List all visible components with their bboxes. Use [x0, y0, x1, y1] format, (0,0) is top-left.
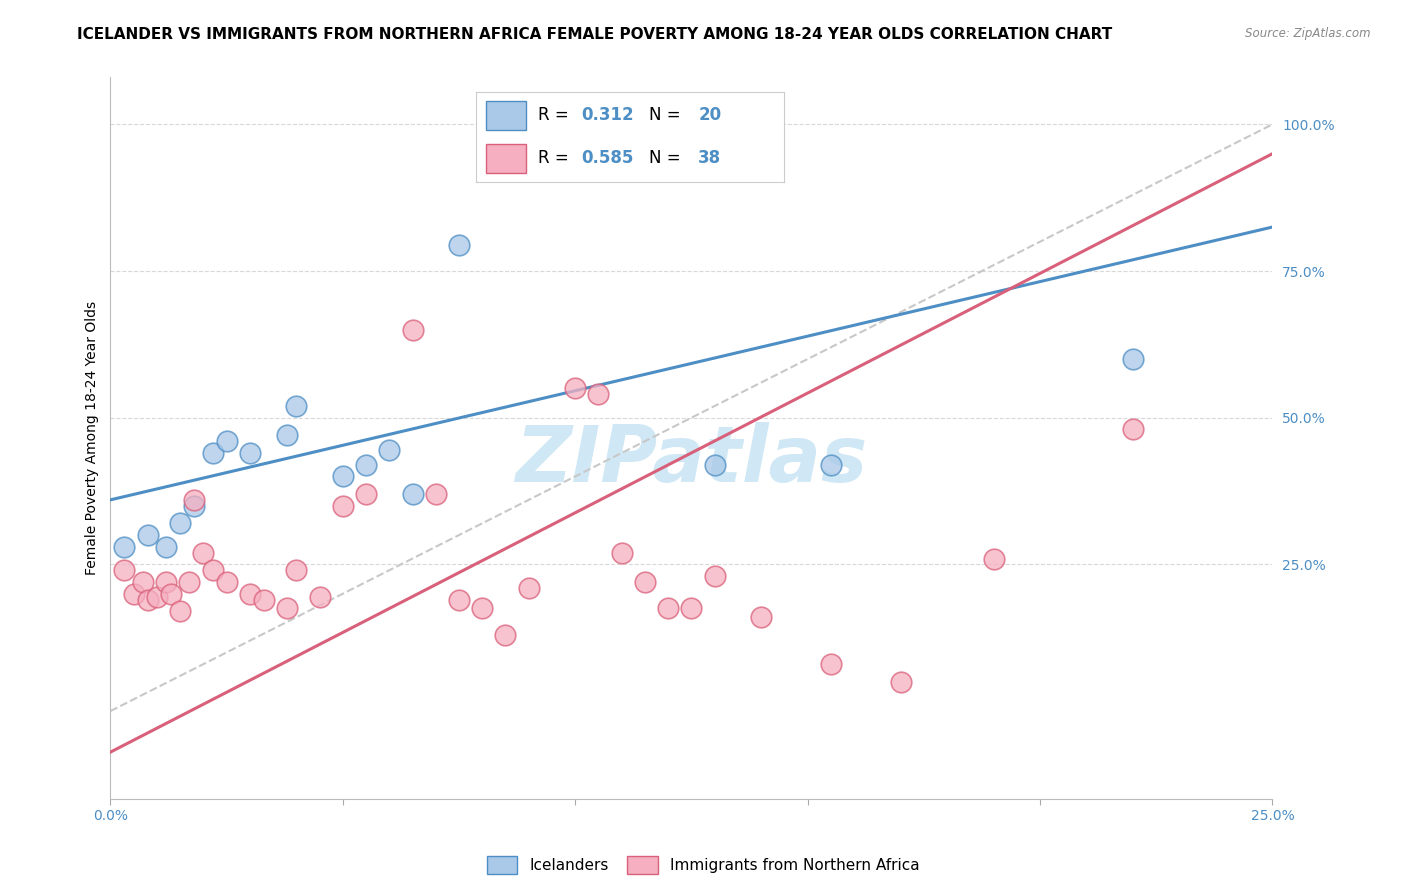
- Point: [332, 469, 354, 483]
- Point: [983, 551, 1005, 566]
- Point: [425, 487, 447, 501]
- Point: [155, 574, 177, 589]
- Point: [183, 499, 205, 513]
- Point: [517, 117, 540, 131]
- Point: [495, 628, 517, 642]
- Point: [136, 528, 159, 542]
- Point: [401, 323, 423, 337]
- Point: [378, 442, 401, 457]
- Point: [136, 592, 159, 607]
- Point: [169, 516, 191, 531]
- Point: [354, 458, 377, 472]
- Point: [703, 569, 725, 583]
- Point: [239, 446, 262, 460]
- Point: [276, 428, 298, 442]
- Point: [308, 590, 330, 604]
- Point: [183, 492, 205, 507]
- Point: [564, 381, 586, 395]
- Point: [122, 587, 145, 601]
- Point: [155, 540, 177, 554]
- Point: [112, 540, 135, 554]
- Point: [276, 601, 298, 615]
- Point: [1122, 352, 1144, 367]
- Point: [285, 563, 308, 577]
- Point: [285, 399, 308, 413]
- Point: [146, 590, 169, 604]
- Point: [890, 674, 912, 689]
- Text: Source: ZipAtlas.com: Source: ZipAtlas.com: [1246, 27, 1371, 40]
- Point: [447, 592, 470, 607]
- Point: [160, 587, 183, 601]
- Point: [215, 574, 238, 589]
- Point: [179, 574, 201, 589]
- Point: [610, 546, 633, 560]
- Point: [169, 604, 191, 618]
- Point: [239, 587, 262, 601]
- Point: [657, 601, 679, 615]
- Point: [564, 117, 586, 131]
- Point: [681, 601, 703, 615]
- Point: [193, 546, 215, 560]
- Point: [201, 563, 224, 577]
- Point: [820, 458, 842, 472]
- Point: [517, 581, 540, 595]
- Point: [820, 657, 842, 672]
- Point: [215, 434, 238, 449]
- Point: [112, 563, 135, 577]
- Legend: Icelanders, Immigrants from Northern Africa: Icelanders, Immigrants from Northern Afr…: [481, 850, 925, 880]
- Point: [132, 574, 155, 589]
- Point: [588, 387, 610, 401]
- Text: ZIPatlas: ZIPatlas: [515, 422, 868, 498]
- Point: [1122, 422, 1144, 436]
- Point: [447, 237, 470, 252]
- Point: [401, 487, 423, 501]
- Point: [253, 592, 276, 607]
- Point: [471, 601, 494, 615]
- Point: [201, 446, 224, 460]
- Point: [749, 610, 772, 624]
- Y-axis label: Female Poverty Among 18-24 Year Olds: Female Poverty Among 18-24 Year Olds: [86, 301, 100, 575]
- Point: [354, 487, 377, 501]
- Point: [332, 499, 354, 513]
- Point: [703, 458, 725, 472]
- Text: ICELANDER VS IMMIGRANTS FROM NORTHERN AFRICA FEMALE POVERTY AMONG 18-24 YEAR OLD: ICELANDER VS IMMIGRANTS FROM NORTHERN AF…: [77, 27, 1112, 42]
- Point: [634, 574, 657, 589]
